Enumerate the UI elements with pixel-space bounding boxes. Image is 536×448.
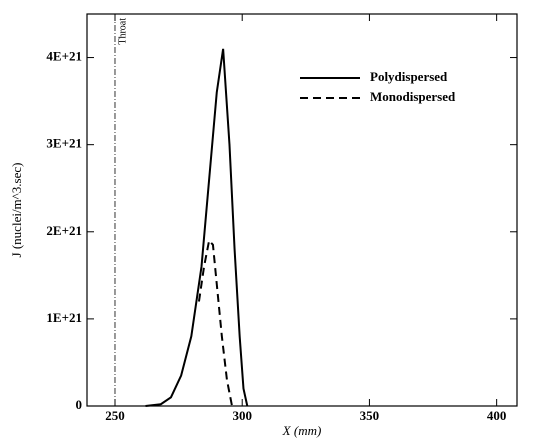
annotation-text: Throat <box>117 18 128 45</box>
y-tick-label: 4E+21 <box>46 49 82 64</box>
data-line <box>145 48 249 407</box>
y-tick-label: 0 <box>76 397 83 412</box>
legend-label: Monodispersed <box>370 89 456 104</box>
legend-label: Polydispersed <box>370 69 448 84</box>
plot-frame <box>86 13 518 407</box>
x-axis-label: X (mm) <box>282 423 322 438</box>
y-tick-label: 2E+21 <box>46 223 82 238</box>
data-line <box>197 238 234 407</box>
x-tick-label: 400 <box>487 408 507 423</box>
x-tick-label: 300 <box>232 408 252 423</box>
y-tick-label: 3E+21 <box>46 136 82 151</box>
y-tick-label: 1E+21 <box>46 310 82 325</box>
x-tick-label: 350 <box>360 408 380 423</box>
y-axis-label: J (nuclei/m^3.sec) <box>9 163 24 258</box>
x-tick-label: 250 <box>105 408 125 423</box>
